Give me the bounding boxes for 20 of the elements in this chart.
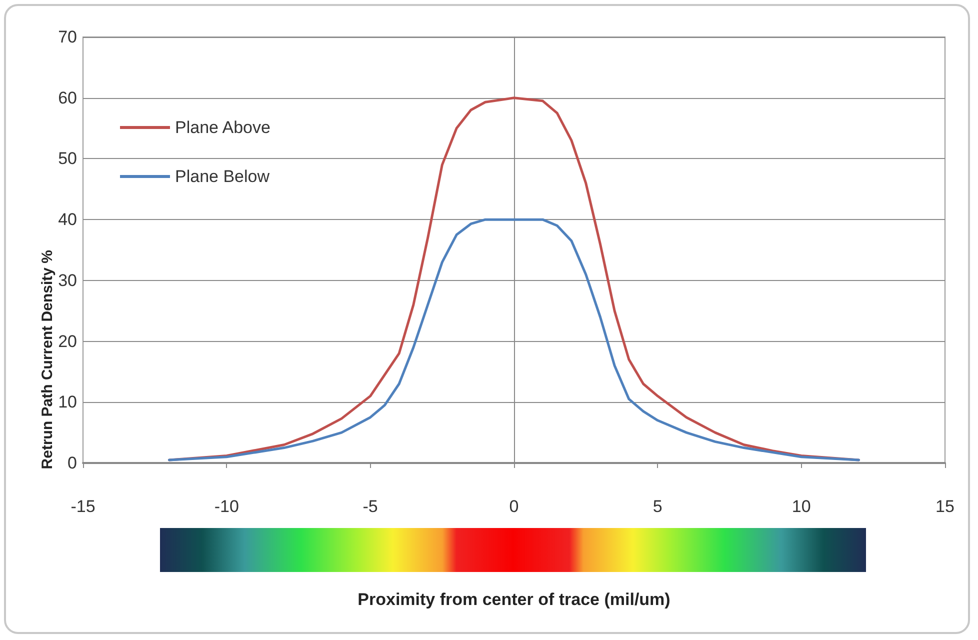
legend-label: Plane Below	[175, 167, 270, 186]
y-tick-label: 30	[58, 270, 77, 290]
x-tick-label: -5	[362, 497, 378, 516]
x-tick-label: 0	[509, 497, 519, 516]
y-tick-label: 0	[68, 454, 77, 472]
x-axis-title: Proximity from center of trace (mil/um)	[358, 590, 670, 609]
x-tick-label: 15	[936, 497, 954, 516]
y-tick-label: 10	[58, 392, 77, 412]
y-tick-label: 60	[58, 88, 77, 108]
y-tick-label: 70	[58, 28, 77, 46]
legend-label: Plane Above	[175, 118, 270, 137]
x-tick-label: -15	[70, 497, 96, 516]
y-tick-label: 50	[58, 149, 77, 168]
y-tick-label: 20	[58, 332, 77, 351]
y-tick-label: 40	[58, 210, 77, 230]
x-tick-label: -10	[214, 497, 239, 516]
y-axis-title: Retrun Path Current Density %	[39, 250, 56, 470]
x-tick-label: 5	[652, 497, 662, 516]
x-tick-label: 10	[792, 497, 811, 516]
line-series	[168, 218, 860, 462]
